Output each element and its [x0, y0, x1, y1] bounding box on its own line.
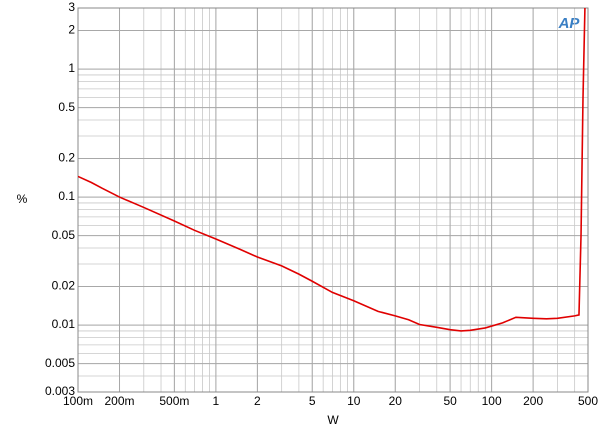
logo: AP [558, 15, 581, 32]
x-tick-label: 100 [482, 394, 502, 408]
y-tick-label: 2 [68, 23, 75, 37]
x-tick-label: 50 [443, 394, 457, 408]
y-tick-label: 0.003 [45, 384, 75, 398]
x-tick-label: 500m [159, 394, 189, 408]
y-tick-label: 0.02 [52, 279, 76, 293]
y-axis-label: % [17, 192, 28, 206]
y-tick-label: 0.005 [45, 356, 75, 370]
plot-frame [77, 7, 589, 393]
y-tick-label: 0.5 [58, 100, 75, 114]
x-tick-label: 2 [254, 394, 261, 408]
x-tick-label: 200 [523, 394, 543, 408]
x-tick-label: 100m [63, 394, 93, 408]
x-tick-label: 10 [347, 394, 361, 408]
x-axis-label: W [327, 413, 339, 427]
x-tick-label: 20 [389, 394, 403, 408]
x-tick-label: 500 [578, 394, 598, 408]
y-tick-label: 1 [68, 61, 75, 75]
data-line [78, 8, 586, 332]
x-tick-label: 1 [213, 394, 220, 408]
x-tick-label: 5 [309, 394, 316, 408]
y-tick-label: 0.2 [58, 151, 75, 165]
y-tick-label: 0.01 [52, 317, 76, 331]
y-tick-label: 0.1 [58, 189, 75, 203]
y-tick-label: 3 [68, 0, 75, 14]
y-tick-label: 0.05 [52, 228, 76, 242]
x-tick-label: 200m [104, 394, 134, 408]
